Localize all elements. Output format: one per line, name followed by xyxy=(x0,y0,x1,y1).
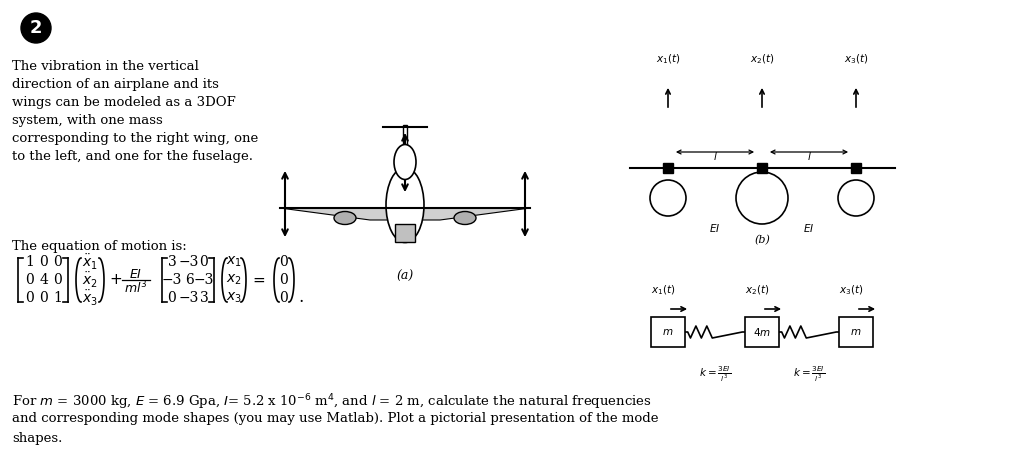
Text: 0: 0 xyxy=(40,291,48,305)
Text: 0: 0 xyxy=(280,255,289,269)
Text: $x_1$: $x_1$ xyxy=(226,255,242,269)
Text: $4m$: $4m$ xyxy=(754,192,770,204)
Text: 3: 3 xyxy=(200,291,208,305)
Text: 1: 1 xyxy=(26,255,35,269)
Text: system, with one mass: system, with one mass xyxy=(12,114,163,127)
Text: shapes.: shapes. xyxy=(12,432,62,445)
Bar xyxy=(839,317,873,347)
Polygon shape xyxy=(403,125,407,165)
Text: −3: −3 xyxy=(179,255,200,269)
Text: The equation of motion is:: The equation of motion is: xyxy=(12,240,186,253)
Text: (a): (a) xyxy=(396,270,414,283)
Text: $k=\frac{3EI}{l^3}$: $k=\frac{3EI}{l^3}$ xyxy=(793,364,825,384)
Circle shape xyxy=(736,172,788,224)
Text: to the left, and one for the fuselage.: to the left, and one for the fuselage. xyxy=(12,150,253,163)
Text: $l$: $l$ xyxy=(807,150,811,162)
Text: direction of an airplane and its: direction of an airplane and its xyxy=(12,78,219,91)
Text: 0: 0 xyxy=(200,255,208,269)
Text: $x_2(t)$: $x_2(t)$ xyxy=(750,52,774,65)
Text: $x_1(t)$: $x_1(t)$ xyxy=(650,283,675,297)
Text: $EI$: $EI$ xyxy=(710,222,721,234)
Text: 0: 0 xyxy=(53,273,62,287)
Text: For $m$ = 3000 kg, $E$ = 6.9 Gpa, $I$= 5.2 x 10$^{-6}$ m$^4$, and $l$ = 2 m, cal: For $m$ = 3000 kg, $E$ = 6.9 Gpa, $I$= 5… xyxy=(12,392,652,411)
Text: $4m$: $4m$ xyxy=(753,326,771,338)
Text: $EI$: $EI$ xyxy=(804,222,815,234)
Text: 0: 0 xyxy=(26,273,35,287)
Text: $m$: $m$ xyxy=(850,327,861,337)
Text: $EI$: $EI$ xyxy=(129,267,142,281)
Text: 0: 0 xyxy=(40,255,48,269)
Text: $x_3(t)$: $x_3(t)$ xyxy=(844,52,868,65)
Text: 4: 4 xyxy=(40,273,48,287)
Text: $m$: $m$ xyxy=(663,193,674,203)
Text: $x_3(t)$: $x_3(t)$ xyxy=(839,283,863,297)
Circle shape xyxy=(650,180,686,216)
Ellipse shape xyxy=(334,211,356,225)
Text: and corresponding mode shapes (you may use Matlab). Plot a pictorial presentatio: and corresponding mode shapes (you may u… xyxy=(12,412,658,425)
Bar xyxy=(851,163,861,173)
Ellipse shape xyxy=(386,167,424,243)
Text: 0: 0 xyxy=(168,291,176,305)
Text: .: . xyxy=(298,290,304,307)
Text: $l$: $l$ xyxy=(713,150,718,162)
Circle shape xyxy=(22,13,51,43)
Text: $k=\frac{3EI}{l^3}$: $k=\frac{3EI}{l^3}$ xyxy=(699,364,731,384)
Text: 0: 0 xyxy=(280,273,289,287)
Text: $=$: $=$ xyxy=(250,273,266,287)
Bar xyxy=(395,224,415,242)
Bar xyxy=(757,163,767,173)
Text: $\ddot{x}_3$: $\ddot{x}_3$ xyxy=(82,289,98,308)
Text: $x_3$: $x_3$ xyxy=(226,291,242,305)
Text: $\ddot{x}_1$: $\ddot{x}_1$ xyxy=(82,253,98,272)
Text: −3: −3 xyxy=(194,273,214,287)
Text: 0: 0 xyxy=(53,255,62,269)
Text: $x_2$: $x_2$ xyxy=(226,273,242,287)
Text: $\ddot{x}_2$: $\ddot{x}_2$ xyxy=(82,271,98,290)
Ellipse shape xyxy=(454,211,476,225)
Text: corresponding to the right wing, one: corresponding to the right wing, one xyxy=(12,132,258,145)
Polygon shape xyxy=(280,208,530,220)
Text: 3: 3 xyxy=(168,255,176,269)
Text: $+$: $+$ xyxy=(110,273,123,287)
Text: (b): (b) xyxy=(754,235,770,246)
Ellipse shape xyxy=(394,145,416,180)
Text: 2: 2 xyxy=(30,19,42,37)
Text: $m$: $m$ xyxy=(663,327,674,337)
Text: $x_1(t)$: $x_1(t)$ xyxy=(655,52,680,65)
Text: $m$: $m$ xyxy=(851,193,861,203)
Text: $ml^3$: $ml^3$ xyxy=(124,280,147,296)
Bar xyxy=(745,317,779,347)
Text: −3: −3 xyxy=(179,291,200,305)
Bar xyxy=(663,163,673,173)
Text: The vibration in the vertical: The vibration in the vertical xyxy=(12,60,199,73)
Text: −3: −3 xyxy=(162,273,182,287)
Text: wings can be modeled as a 3DOF: wings can be modeled as a 3DOF xyxy=(12,96,236,109)
Text: $x_2(t)$: $x_2(t)$ xyxy=(744,283,769,297)
Text: 1: 1 xyxy=(53,291,62,305)
Text: 6: 6 xyxy=(184,273,194,287)
Circle shape xyxy=(838,180,874,216)
Bar xyxy=(651,317,685,347)
Text: 0: 0 xyxy=(280,291,289,305)
Text: 0: 0 xyxy=(26,291,35,305)
